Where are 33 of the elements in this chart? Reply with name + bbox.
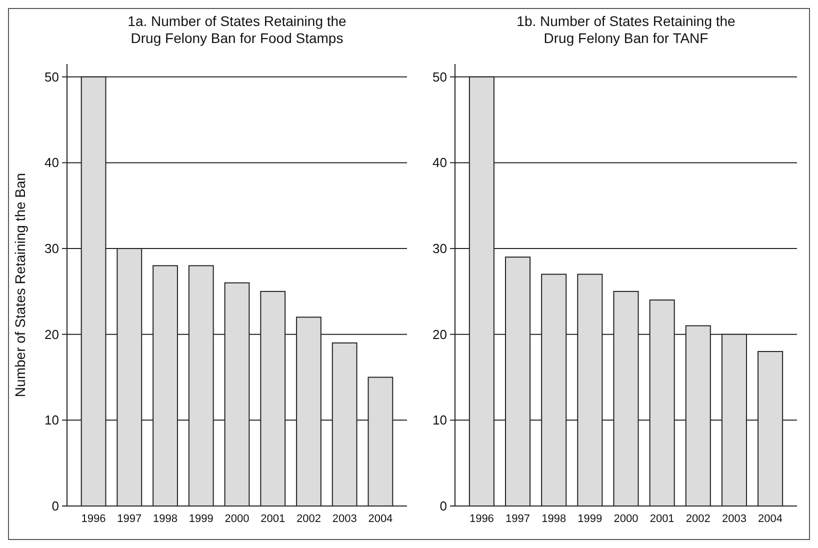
x-tick-label: 1997 [506, 513, 530, 525]
y-tick-label: 0 [52, 498, 59, 514]
y-tick-label: 20 [432, 326, 447, 342]
x-tick-label: 2000 [224, 513, 250, 525]
y-tick-label: 10 [432, 412, 447, 428]
x-tick-label: 2001 [260, 513, 286, 525]
x-tick-label: 1999 [578, 513, 602, 525]
y-tick-label: 10 [44, 412, 59, 428]
y-tick-label: 50 [432, 69, 447, 84]
y-tick-label: 50 [44, 69, 59, 84]
x-tick-label: 2000 [614, 513, 638, 525]
chart-title: 1b. Number of States Retaining the Drug Felony Ban for TANF [516, 13, 736, 46]
y-tick-label: 30 [432, 241, 447, 256]
x-tick-label: 2003 [332, 513, 357, 525]
x-tick-label: 2002 [296, 513, 321, 525]
x-tick-label: 1996 [469, 513, 494, 525]
chart-title: 1a. Number of States Retaining the Drug Felony Ban for Food Stamps [128, 13, 347, 46]
x-tick-label: 1999 [188, 513, 214, 525]
x-tick-label: 2002 [686, 513, 710, 525]
x-tick-label: 2004 [758, 513, 783, 525]
y-tick-label: 20 [44, 326, 59, 342]
x-tick-label: 1998 [542, 513, 566, 525]
x-tick-label: 1997 [117, 513, 142, 525]
y-tick-label: 40 [432, 155, 447, 170]
x-tick-label: 2004 [368, 513, 393, 525]
x-tick-label: 1996 [81, 513, 106, 525]
x-tick-label: 1998 [153, 513, 178, 525]
y-tick-label: 0 [440, 498, 447, 514]
x-tick-label: 2003 [722, 513, 746, 525]
x-tick-label: 2001 [650, 513, 674, 525]
y-axis-title: Number of States Retaining the Ban [12, 172, 28, 398]
y-tick-label: 30 [44, 241, 59, 256]
y-tick-label: 40 [44, 155, 59, 170]
